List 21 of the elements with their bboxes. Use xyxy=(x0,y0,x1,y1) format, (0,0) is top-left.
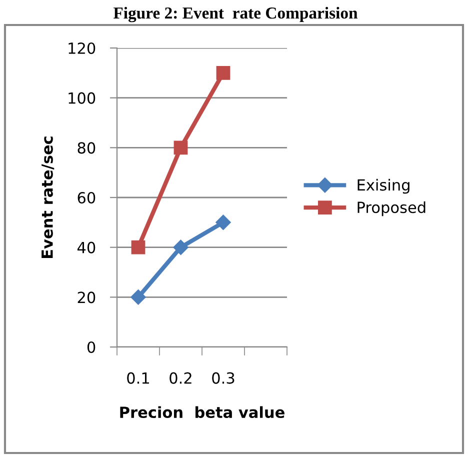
y-tick-label: 100 xyxy=(68,92,96,104)
legend-label: Proposed xyxy=(358,201,426,216)
chart-title: Figure 2: Event rate Comparision xyxy=(113,6,358,22)
x-tick-label: 0.2 xyxy=(170,372,192,384)
y-tick-label: 0 xyxy=(87,341,96,354)
point xyxy=(174,140,188,155)
y-tick-label: 20 xyxy=(78,292,96,304)
point xyxy=(131,240,146,254)
y-tick-label: 80 xyxy=(78,142,96,154)
x-axis-title: Precion beta value xyxy=(120,406,284,418)
point xyxy=(130,290,146,305)
point xyxy=(173,240,188,255)
point xyxy=(216,66,230,80)
y-tick-label: 120 xyxy=(68,42,96,54)
legend-label: Exising xyxy=(358,178,410,194)
y-tick-label: 60 xyxy=(78,192,96,204)
y-tick-label: 40 xyxy=(77,242,96,254)
point xyxy=(216,214,231,230)
x-tick-label: 0.1 xyxy=(127,372,149,384)
x-tick-label: 0.3 xyxy=(212,372,234,384)
y-axis-title: Event rate/sec xyxy=(42,136,54,258)
